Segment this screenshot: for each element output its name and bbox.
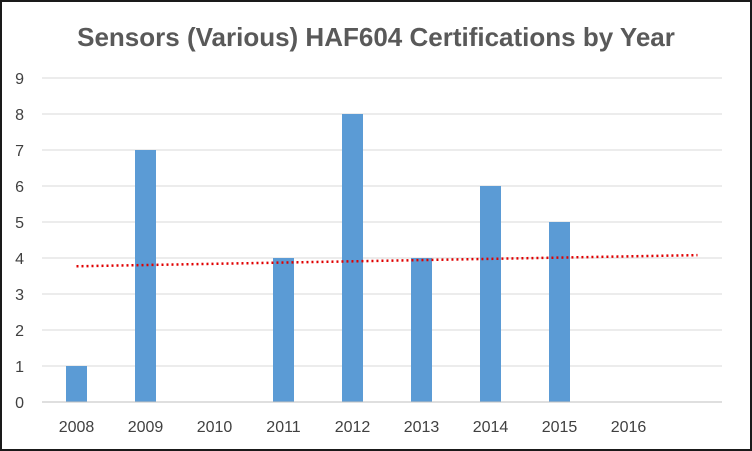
x-tick-label: 2013 xyxy=(404,419,440,436)
y-tick-label: 7 xyxy=(15,143,24,160)
bar-2011 xyxy=(273,258,294,402)
bar-2014 xyxy=(480,186,501,402)
bar-2008 xyxy=(66,366,87,402)
y-tick-label: 0 xyxy=(15,395,24,412)
x-tick-label: 2015 xyxy=(542,419,578,436)
bar-2012 xyxy=(342,114,363,402)
x-axis-tick-labels: 2008 2009 2010 2011 2012 2013 2014 2015 2016 xyxy=(59,419,647,436)
x-tick-label: 2014 xyxy=(473,419,509,436)
x-tick-label: 2008 xyxy=(59,419,95,436)
y-tick-label: 4 xyxy=(15,251,24,268)
x-tick-label: 2012 xyxy=(335,419,371,436)
x-tick-label: 2011 xyxy=(266,419,301,436)
trendline-group xyxy=(76,253,698,268)
bar-2009 xyxy=(135,150,156,402)
y-tick-label: 6 xyxy=(15,179,24,196)
trendline xyxy=(76,253,698,268)
x-tick-label: 2010 xyxy=(197,419,233,436)
y-tick-label: 8 xyxy=(15,107,24,124)
y-tick-label: 2 xyxy=(15,323,24,340)
y-tick-label: 5 xyxy=(15,215,24,232)
x-tick-label: 2016 xyxy=(611,419,647,436)
y-tick-label: 3 xyxy=(15,287,24,304)
x-tick-label: 2009 xyxy=(128,419,164,436)
bar-2015 xyxy=(549,222,570,402)
y-tick-label: 1 xyxy=(15,359,24,376)
y-axis-tick-labels: 0 1 2 3 4 5 6 7 8 9 xyxy=(15,71,24,412)
bar-2013 xyxy=(411,258,432,402)
y-tick-label: 9 xyxy=(15,71,24,88)
bars xyxy=(66,114,570,402)
chart-title: Sensors (Various) HAF604 Certifications … xyxy=(77,22,675,52)
